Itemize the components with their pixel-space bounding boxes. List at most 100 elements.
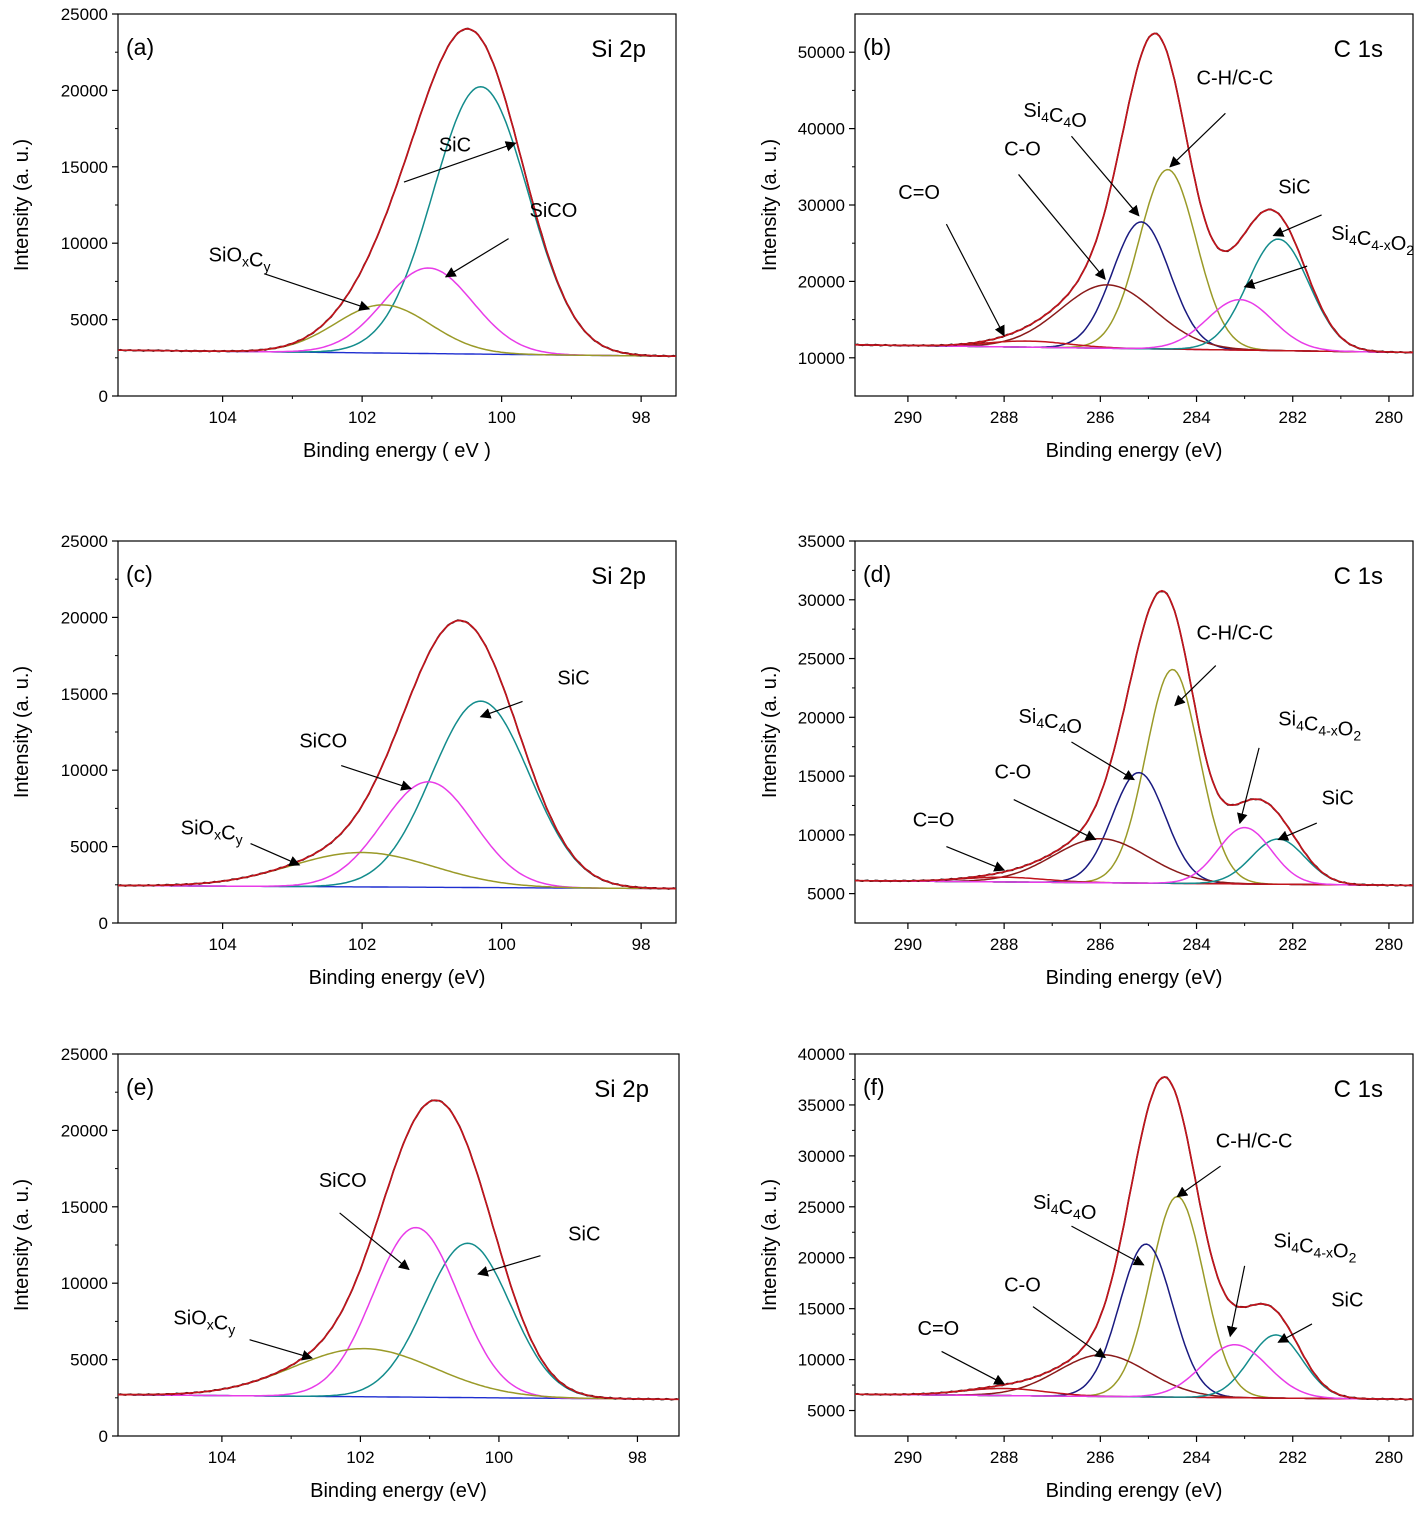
annotation-arrow — [341, 765, 412, 791]
fit-envelope — [118, 619, 676, 890]
x-tick-label: 286 — [1086, 935, 1114, 954]
annotation-sico: SiCO — [319, 1170, 410, 1271]
annotation-label: SiOxCy — [173, 1307, 235, 1337]
x-tick-label: 290 — [894, 408, 922, 427]
annotation-c-h-c-c: C-H/C-C — [1174, 623, 1273, 707]
x-tick-label: 98 — [628, 1448, 647, 1467]
y-axis-label: Intensity (a. u.) — [759, 139, 781, 271]
annotation-si4c4o4: Si4C4O — [1023, 100, 1140, 217]
y-tick-label: 15000 — [61, 158, 108, 177]
annotation-sioxcy: SiOxCy — [209, 245, 371, 311]
annotation-arrow — [479, 700, 523, 719]
panel-label: (d) — [863, 561, 891, 587]
x-tick-label: 100 — [487, 935, 515, 954]
fit-envelope — [855, 32, 1413, 354]
annotation-c-o: C-O — [1004, 1274, 1107, 1359]
annotation-sico: SiCO — [299, 730, 412, 791]
plot-frame — [854, 13, 1414, 397]
annotation-c-o: C=O — [913, 810, 1006, 872]
annotation-sic: SiC — [479, 668, 590, 719]
x-tick-label: 280 — [1375, 408, 1403, 427]
annotation-label: C=O — [913, 810, 955, 832]
y-tick-label: 30000 — [798, 591, 845, 610]
y-tick-label: 15000 — [798, 767, 845, 786]
y-tick-label: 25000 — [61, 532, 108, 551]
component-si4c4-xo2 — [855, 826, 1413, 887]
y-tick-label: 15000 — [798, 1300, 845, 1319]
y-tick-label: 15000 — [61, 685, 108, 704]
x-axis-label: Binding energy (eV) — [310, 1480, 487, 1502]
annotation-arrow — [941, 1350, 1006, 1385]
x-axis-label: Binding erengy (eV) — [1046, 1480, 1223, 1502]
annotation-c-o: C=O — [898, 182, 1005, 337]
x-tick-label: 100 — [487, 408, 515, 427]
measured-spectrum — [855, 1076, 1413, 1401]
x-tick-label: 98 — [632, 408, 651, 427]
x-tick-label: 282 — [1279, 1448, 1307, 1467]
annotation-label: C=O — [898, 182, 940, 204]
x-tick-label: 282 — [1279, 408, 1307, 427]
annotation-label: SiCO — [530, 200, 578, 222]
annotation-arrow — [1243, 265, 1308, 289]
annotation-arrow — [1176, 1165, 1221, 1198]
y-tick-label: 20000 — [61, 81, 108, 100]
y-tick-label: 20000 — [798, 708, 845, 727]
annotation-si4c4o4: Si4C4O — [1019, 706, 1135, 781]
y-tick-label: 30000 — [798, 1147, 845, 1166]
annotation-sic: SiC — [1277, 1290, 1363, 1343]
annotation-arrow — [403, 141, 517, 183]
annotation-arrow — [945, 223, 1005, 337]
annotation-arrow — [1277, 822, 1318, 841]
annotation-label: C=O — [918, 1318, 960, 1340]
annotation-arrow — [249, 1339, 313, 1361]
annotation-arrow — [1272, 214, 1322, 237]
annotation-label: C-O — [1004, 138, 1041, 160]
region-title: C 1s — [1334, 1076, 1383, 1103]
y-tick-label: 50000 — [798, 43, 845, 62]
x-tick-label: 284 — [1182, 935, 1210, 954]
component-c-h-c-c — [855, 668, 1413, 887]
y-tick-label: 5000 — [70, 838, 108, 857]
x-tick-label: 104 — [208, 1448, 236, 1467]
annotation-arrow — [1032, 1306, 1107, 1359]
component-sic — [118, 85, 676, 357]
annotation-arrow — [264, 273, 371, 311]
y-tick-label: 15000 — [61, 1198, 108, 1217]
x-tick-label: 288 — [990, 408, 1018, 427]
annotation-sic: SiC — [477, 1223, 600, 1277]
y-tick-label: 25000 — [798, 1198, 845, 1217]
x-tick-label: 104 — [208, 408, 236, 427]
annotation-c-h-c-c: C-H/C-C — [1176, 1131, 1292, 1198]
y-tick-label: 20000 — [798, 1249, 845, 1268]
annotation-label: SiC — [568, 1223, 600, 1245]
annotation-label: SiOxCy — [181, 817, 243, 847]
y-tick-label: 10000 — [61, 761, 108, 780]
curves — [855, 1076, 1413, 1401]
annotation-c-o: C-O — [1004, 138, 1106, 280]
y-tick-label: 40000 — [798, 1045, 845, 1064]
x-tick-label: 102 — [346, 1448, 374, 1467]
y-tick-label: 35000 — [798, 1096, 845, 1115]
panel-e: 0 5000 10000 15000 20000 25000 104 102 100 98 Bind… — [11, 1045, 680, 1502]
annotation-arrow — [1071, 135, 1140, 217]
x-tick-label: 286 — [1086, 408, 1114, 427]
x-axis-label: Binding energy (eV) — [1046, 440, 1223, 462]
y-tick-label: 40000 — [798, 120, 845, 139]
component-sioxcy — [118, 304, 676, 358]
region-title: C 1s — [1334, 563, 1383, 590]
y-axis-label: Intensity (a. u.) — [759, 666, 781, 798]
annotation-arrow — [1237, 747, 1260, 825]
annotation-arrow — [1277, 1323, 1313, 1343]
annotation-label: SiC — [1331, 1290, 1363, 1312]
x-tick-label: 290 — [894, 935, 922, 954]
annotation-sic: SiC — [1272, 177, 1322, 237]
annotation-arrow — [1169, 112, 1226, 168]
annotation-arrow — [1013, 799, 1097, 841]
curves — [855, 32, 1413, 354]
measured-spectrum — [855, 590, 1413, 887]
x-tick-label: 290 — [894, 1448, 922, 1467]
annotation-label: SiC — [439, 135, 471, 157]
y-tick-label: 10000 — [798, 349, 845, 368]
y-tick-label: 25000 — [61, 1045, 108, 1064]
